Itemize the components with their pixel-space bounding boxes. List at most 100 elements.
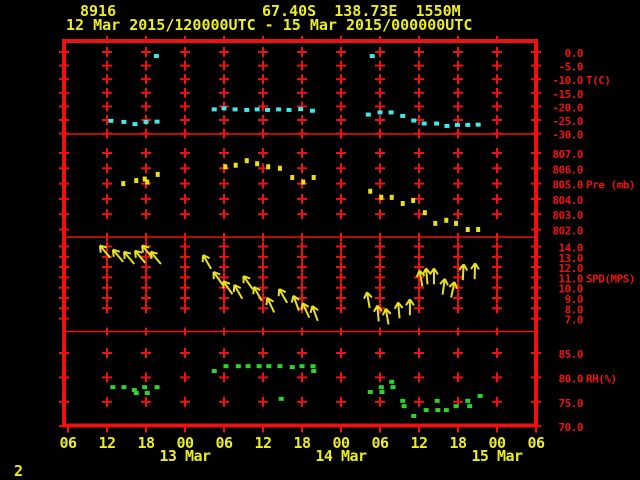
data-point-humidity (289, 365, 295, 370)
data-point-pressure (255, 161, 260, 167)
data-point-humidity (121, 385, 127, 390)
wind-arrow-glyph (381, 307, 392, 325)
data-point-pressure (465, 227, 470, 232)
data-point-pressure (266, 164, 271, 170)
wind-arrow-glyph (212, 270, 224, 286)
y-tick-label: 11.0 (559, 272, 584, 285)
data-point-humidity (367, 390, 373, 395)
wind-arrow-glyph (111, 248, 124, 263)
data-point-humidity (435, 408, 441, 413)
wind-arrow-glyph (363, 291, 373, 309)
wind-arrow (242, 275, 254, 290)
wind-arrow-glyph (309, 305, 319, 322)
wind-arrow (290, 294, 300, 312)
data-point-temperature (465, 122, 471, 127)
wind-arrow-glyph (265, 297, 276, 313)
hour-label: 00 (176, 434, 194, 452)
wind-arrow (149, 250, 162, 265)
data-point-pressure (121, 181, 126, 187)
data-point-humidity (266, 364, 272, 369)
y-tick-label: 14.0 (559, 242, 584, 255)
wind-arrow-glyph (300, 302, 311, 319)
data-point-humidity (133, 391, 139, 396)
wind-arrow (232, 283, 244, 300)
data-point-humidity (453, 404, 459, 409)
y-tick-label: 70.0 (559, 421, 584, 434)
hour-label: 12 (254, 434, 271, 452)
data-point-pressure (411, 197, 416, 203)
y-tick-label: 802.0 (552, 225, 583, 238)
wind-arrow-glyph (242, 275, 254, 290)
data-point-humidity (310, 364, 316, 369)
data-point-temperature (365, 112, 371, 117)
data-point-temperature (153, 54, 159, 59)
panel-unit-label: Pre (mb) (586, 179, 635, 192)
wind-arrow-glyph (415, 269, 426, 287)
wind-arrow (381, 307, 392, 325)
date-label: 13 Mar (159, 447, 211, 465)
wind-arrow (373, 304, 383, 322)
wind-arrow (277, 288, 289, 304)
panel-unit-label: SPD(MPS) (586, 272, 635, 285)
data-point-temperature (121, 119, 127, 124)
wind-arrow (363, 291, 373, 309)
data-point-humidity (378, 385, 384, 390)
data-point-humidity (477, 393, 483, 398)
date-label: 14 Mar (315, 447, 367, 465)
wind-arrow-glyph (134, 249, 147, 264)
station-id: 8916 (80, 2, 117, 20)
data-point-humidity (144, 391, 150, 396)
wind-arrow (111, 248, 124, 263)
wind-arrow-glyph (448, 281, 459, 298)
data-point-temperature (369, 54, 375, 59)
data-point-temperature (454, 122, 460, 127)
wind-arrow-glyph (122, 250, 136, 265)
panel-unit-label: RH(%) (586, 372, 617, 385)
data-point-temperature (475, 122, 481, 127)
data-point-humidity (311, 369, 317, 374)
data-point-temperature (434, 121, 440, 126)
y-tick-label: 804.0 (552, 194, 583, 207)
wind-arrow (448, 281, 459, 298)
y-tick-label: 9.0 (565, 293, 583, 306)
data-point-temperature (444, 123, 450, 128)
hour-label: 12 (410, 434, 427, 452)
y-tick-label: 13.0 (559, 252, 584, 265)
data-point-temperature (400, 113, 406, 118)
wind-arrow-glyph (405, 298, 415, 316)
data-point-humidity (142, 385, 148, 390)
wind-arrow (470, 262, 480, 280)
data-point-temperature (298, 107, 304, 112)
data-point-humidity (390, 385, 396, 390)
station-location: 67.40S 138.73E 1550M (262, 2, 461, 20)
wind-arrow-glyph (149, 250, 162, 265)
wind-arrow-glyph (252, 286, 263, 302)
hour-label: 18 (137, 434, 155, 452)
data-point-pressure (368, 188, 373, 194)
data-point-pressure (476, 227, 481, 232)
data-point-pressure (223, 164, 228, 170)
data-point-temperature (265, 107, 271, 112)
hour-label: 06 (59, 434, 77, 452)
y-tick-label: 806.0 (552, 163, 583, 176)
data-point-pressure (155, 171, 160, 177)
wind-arrow (458, 263, 469, 281)
wind-arrow (300, 302, 311, 319)
wind-arrow (439, 278, 449, 295)
data-point-humidity (245, 364, 251, 369)
y-tick-label: 7.0 (565, 314, 583, 327)
data-point-pressure (290, 174, 295, 180)
hour-label: 06 (527, 434, 545, 452)
data-point-temperature (411, 118, 417, 123)
wind-arrow-glyph (277, 288, 289, 304)
y-tick-label: 805.0 (552, 179, 583, 192)
data-point-humidity (465, 398, 471, 403)
wind-arrow (212, 270, 224, 286)
hour-label: 12 (98, 434, 115, 452)
hour-label: 18 (449, 434, 467, 452)
data-point-pressure (433, 220, 438, 226)
y-tick-label: -25.0 (552, 115, 583, 128)
data-point-temperature (211, 107, 217, 112)
data-point-temperature (221, 106, 227, 111)
data-point-pressure (233, 162, 238, 168)
